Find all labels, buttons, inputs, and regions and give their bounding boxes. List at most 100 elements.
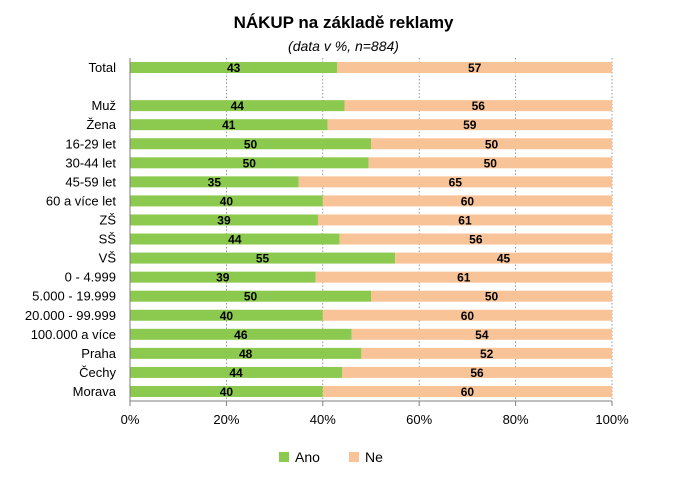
category-label: Praha <box>81 346 116 361</box>
data-label: 44 <box>229 366 243 380</box>
bar-ne <box>317 214 612 226</box>
data-label: 54 <box>475 328 489 342</box>
bar-ne <box>337 62 612 74</box>
bar-ne <box>368 157 612 169</box>
chart-title: NÁKUP na základě reklamy <box>233 13 454 32</box>
x-tick-label: 80% <box>503 412 529 427</box>
category-label: Muž <box>91 98 116 113</box>
bar-ano <box>130 214 318 226</box>
data-label: 61 <box>458 213 472 227</box>
legend-swatch-ne <box>349 452 359 462</box>
category-label: Žena <box>86 117 116 132</box>
x-tick-label: 0% <box>121 412 140 427</box>
data-label: 35 <box>208 175 222 189</box>
data-label: 60 <box>461 309 475 323</box>
category-label: ZŠ <box>99 212 116 227</box>
data-label: 52 <box>480 347 494 361</box>
bar-ne <box>322 385 612 397</box>
data-label: 59 <box>463 118 477 132</box>
x-tick-label: 20% <box>213 412 239 427</box>
bar-ne <box>351 328 612 340</box>
legend-label-ne: Ne <box>365 449 383 465</box>
bar-ano <box>130 328 352 340</box>
bar-ano <box>130 252 396 264</box>
category-label: SŠ <box>99 232 117 247</box>
bar-ano <box>130 100 345 112</box>
category-label: Total <box>89 60 117 75</box>
data-label: 44 <box>228 233 242 247</box>
category-label: Morava <box>73 384 117 399</box>
legend-item-ano: Ano <box>279 448 320 466</box>
bar-ano <box>130 347 362 359</box>
data-label: 57 <box>468 61 482 75</box>
bar-ne <box>327 119 612 131</box>
x-tick-label: 60% <box>406 412 432 427</box>
data-label: 55 <box>256 252 270 266</box>
category-label: 5.000 - 19.999 <box>32 289 116 304</box>
category-label: 100.000 a více <box>31 327 116 342</box>
bar-ne <box>298 176 612 188</box>
legend-label-ano: Ano <box>295 449 320 465</box>
data-label: 50 <box>244 137 258 151</box>
category-label: 16-29 let <box>65 136 116 151</box>
data-label: 60 <box>461 385 475 399</box>
bar-ano <box>130 119 328 131</box>
x-tick-label: 40% <box>310 412 336 427</box>
bar-ano <box>130 62 338 74</box>
bar-ano <box>130 233 340 245</box>
bar-ne <box>371 138 612 150</box>
bar-ano <box>130 309 323 321</box>
bar-ne <box>322 309 612 321</box>
data-label: 50 <box>485 137 499 151</box>
bar-ano <box>130 290 371 302</box>
bar-ano <box>130 195 323 207</box>
data-label: 56 <box>469 233 483 247</box>
bar-ne <box>344 100 612 112</box>
data-label: 45 <box>497 252 511 266</box>
bar-ano <box>130 366 343 378</box>
data-label: 50 <box>485 290 499 304</box>
bar-ne <box>342 366 612 378</box>
category-label: 0 - 4.999 <box>65 270 116 285</box>
data-label: 56 <box>470 366 484 380</box>
data-label: 39 <box>216 271 230 285</box>
bar-ne <box>371 290 612 302</box>
data-label: 65 <box>449 175 463 189</box>
category-label: 60 a více let <box>46 193 116 208</box>
data-label: 43 <box>227 61 241 75</box>
bar-ano <box>130 271 316 283</box>
data-label: 39 <box>217 213 231 227</box>
bar-ano <box>130 138 371 150</box>
data-label: 50 <box>243 156 257 170</box>
bar-ano <box>130 157 369 169</box>
data-label: 61 <box>457 271 471 285</box>
data-label: 50 <box>484 156 498 170</box>
x-tick-label: 100% <box>595 412 629 427</box>
bar-ne <box>339 233 612 245</box>
bar-ano <box>130 385 323 397</box>
data-label: 40 <box>220 385 234 399</box>
data-label: 56 <box>472 99 486 113</box>
bar-ne <box>315 271 612 283</box>
chart-subtitle: (data v %, n=884) <box>288 38 399 54</box>
category-label: 20.000 - 99.999 <box>25 308 116 323</box>
data-label: 46 <box>234 328 248 342</box>
category-label: VŠ <box>99 251 117 266</box>
bar-ne <box>322 195 612 207</box>
data-label: 44 <box>231 99 245 113</box>
legend-swatch-ano <box>279 452 289 462</box>
data-label: 41 <box>222 118 236 132</box>
category-label: 30-44 let <box>65 155 116 170</box>
data-label: 40 <box>220 194 234 208</box>
bar-ne <box>395 252 612 264</box>
data-label: 50 <box>244 290 258 304</box>
bar-ano <box>130 176 299 188</box>
data-label: 48 <box>239 347 253 361</box>
bar-ne <box>361 347 612 359</box>
category-label: Čechy <box>79 365 116 380</box>
category-label: 45-59 let <box>65 174 116 189</box>
data-label: 40 <box>220 309 234 323</box>
legend-item-ne: Ne <box>349 448 383 466</box>
data-label: 60 <box>461 194 475 208</box>
